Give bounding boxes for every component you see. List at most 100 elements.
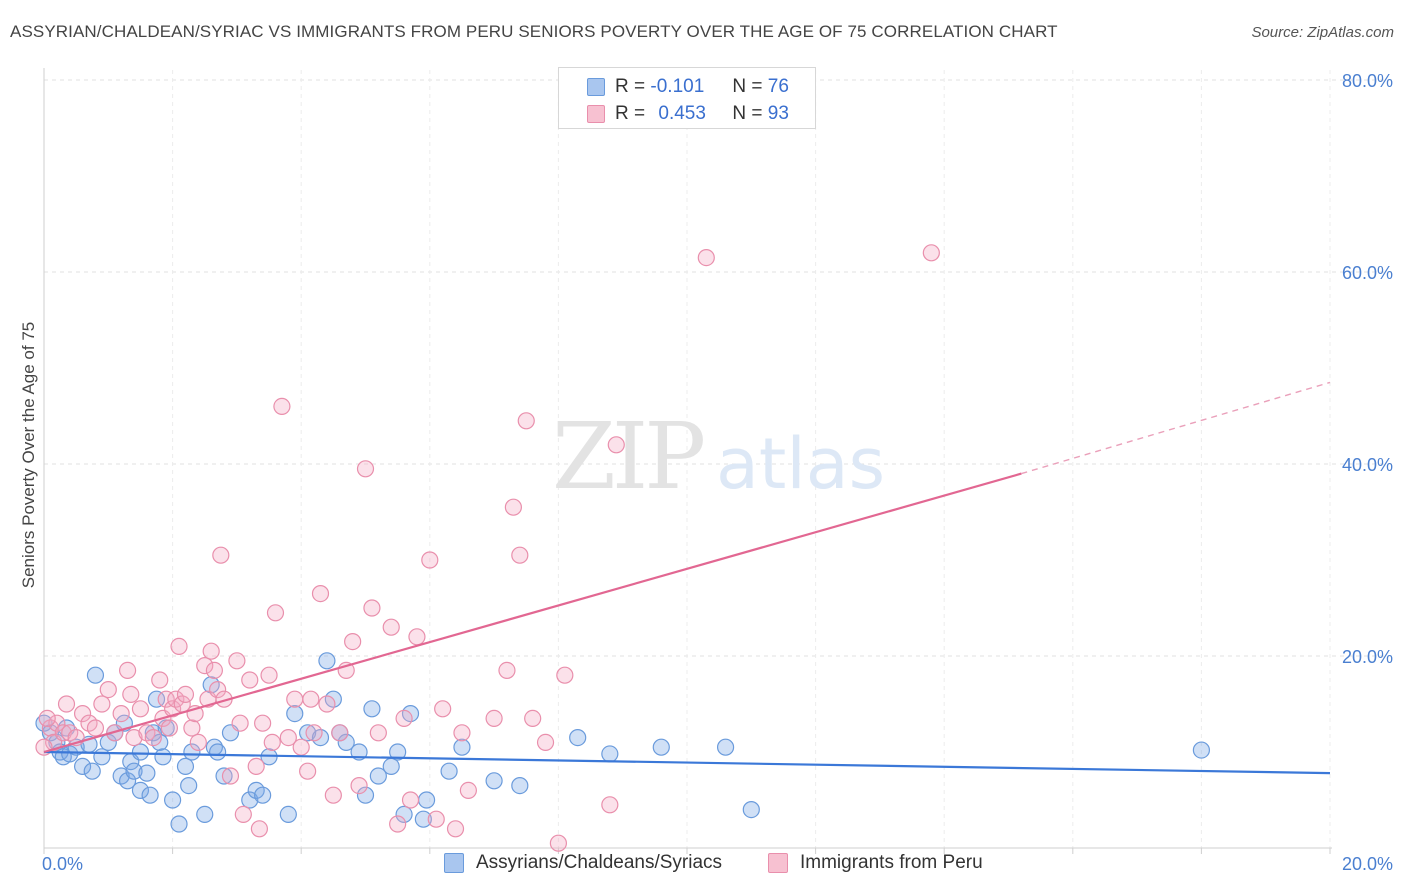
assyrians-point bbox=[144, 724, 162, 742]
peru-point bbox=[401, 791, 420, 809]
assyrians-point bbox=[41, 724, 60, 742]
peru-point bbox=[250, 820, 269, 838]
assyrians-point bbox=[1192, 741, 1211, 759]
source-label: Source: ZipAtlas.com bbox=[1251, 24, 1394, 41]
peru-point bbox=[176, 685, 195, 704]
peru-point bbox=[511, 546, 529, 564]
peru-point bbox=[536, 733, 555, 752]
peru-point bbox=[247, 757, 265, 776]
assyrians-point bbox=[716, 738, 735, 756]
peru-point bbox=[57, 695, 76, 713]
assyrians-point bbox=[196, 805, 214, 824]
peru-point bbox=[73, 704, 92, 723]
assyrians-point bbox=[254, 786, 272, 804]
x-tick-label: 0.0% bbox=[42, 854, 83, 874]
legend-row-assyrians: R = -0.101 N = 76 bbox=[559, 73, 789, 101]
peru-point bbox=[254, 714, 272, 732]
trend-line-peru bbox=[43, 472, 1022, 754]
peru-point bbox=[292, 738, 310, 756]
y-axis-label: Seniors Poverty Over the Age of 75 bbox=[19, 322, 38, 588]
legend-n-value: 76 bbox=[767, 76, 789, 97]
assyrians-point bbox=[350, 743, 368, 761]
peru-point bbox=[160, 719, 178, 737]
assyrians-point bbox=[147, 690, 166, 708]
assyrians-point bbox=[170, 815, 188, 833]
legend-r-label: R = bbox=[615, 103, 646, 124]
assyrians-point bbox=[61, 745, 79, 763]
peru-point bbox=[54, 724, 72, 742]
peru-point bbox=[231, 714, 249, 732]
peru-point bbox=[485, 709, 503, 728]
peru-point bbox=[228, 652, 246, 670]
assyrians-point bbox=[154, 748, 172, 766]
watermark-zip: ZIP bbox=[552, 403, 703, 510]
peru-point bbox=[189, 733, 207, 752]
assyrians-point bbox=[601, 745, 619, 763]
peru-point bbox=[122, 685, 140, 704]
assyrians-point bbox=[180, 776, 198, 795]
peru-point bbox=[170, 637, 188, 656]
assyrians-point bbox=[131, 781, 150, 800]
peru-point bbox=[324, 786, 342, 804]
peru-point bbox=[205, 661, 223, 680]
peru-point bbox=[318, 695, 336, 713]
legend-r-value: 0.453 bbox=[658, 103, 706, 124]
peru-point bbox=[601, 796, 619, 814]
trend-lines bbox=[43, 381, 1331, 775]
peru-point bbox=[196, 656, 214, 675]
peru-point bbox=[48, 714, 66, 732]
y-tick-label: 20.0% bbox=[1342, 647, 1393, 667]
peru-point bbox=[524, 709, 542, 728]
assyrians-point bbox=[183, 743, 201, 761]
peru-point bbox=[125, 728, 143, 747]
assyrians-point bbox=[742, 800, 760, 819]
series-assyrians-points bbox=[35, 652, 1211, 833]
peru-point bbox=[408, 628, 426, 646]
grid-lines bbox=[43, 70, 1392, 854]
peru-point bbox=[363, 599, 381, 617]
peru-point bbox=[221, 767, 240, 785]
peru-point bbox=[517, 412, 535, 430]
peru-point bbox=[263, 733, 281, 752]
peru-point bbox=[446, 820, 465, 838]
peru-point bbox=[260, 666, 278, 684]
watermark: ZIP atlas bbox=[552, 403, 885, 510]
peru-point bbox=[697, 249, 715, 267]
y-tick-label: 60.0% bbox=[1342, 263, 1393, 283]
bottom-legend-peru: Immigrants from Peru bbox=[768, 852, 983, 874]
assyrians-point bbox=[569, 728, 587, 747]
watermark-atlas: atlas bbox=[716, 423, 885, 505]
peru-point bbox=[556, 666, 574, 684]
peru-point bbox=[164, 700, 182, 718]
assyrians-point bbox=[241, 791, 259, 809]
legend-r-label: R = bbox=[615, 76, 646, 97]
peru-point bbox=[421, 551, 439, 569]
peru-point bbox=[151, 671, 169, 689]
peru-point bbox=[286, 690, 304, 708]
trend-line-assyrians bbox=[43, 750, 1331, 775]
assyrians-point bbox=[176, 757, 195, 776]
assyrians-point bbox=[417, 791, 436, 809]
correlation-legend: R = -0.101 N = 76 R = 0.453 N = 93 bbox=[558, 67, 816, 129]
legend-n-label: N = bbox=[732, 103, 763, 124]
assyrians-point bbox=[389, 743, 407, 761]
assyrians-point bbox=[125, 762, 143, 780]
peru-point bbox=[331, 724, 349, 742]
assyrians-point bbox=[337, 733, 355, 752]
peru-point bbox=[434, 700, 452, 718]
peru-point bbox=[311, 584, 330, 603]
y-tick-label: 40.0% bbox=[1342, 455, 1393, 475]
assyrians-point bbox=[453, 738, 471, 756]
peru-point bbox=[504, 498, 522, 516]
trend-line-peru-extension bbox=[1021, 381, 1331, 475]
peru-point bbox=[350, 776, 368, 795]
peru-point bbox=[183, 719, 201, 737]
assyrians-point bbox=[118, 772, 137, 790]
bottom-legend: Assyrians/Chaldeans/Syriacs Immigrants f… bbox=[0, 852, 1406, 878]
peru-point bbox=[157, 690, 175, 708]
bottom-legend-label-peru: Immigrants from Peru bbox=[800, 852, 983, 873]
assyrians-point bbox=[215, 767, 233, 785]
assyrians-point bbox=[279, 805, 297, 824]
peru-point bbox=[202, 642, 220, 660]
